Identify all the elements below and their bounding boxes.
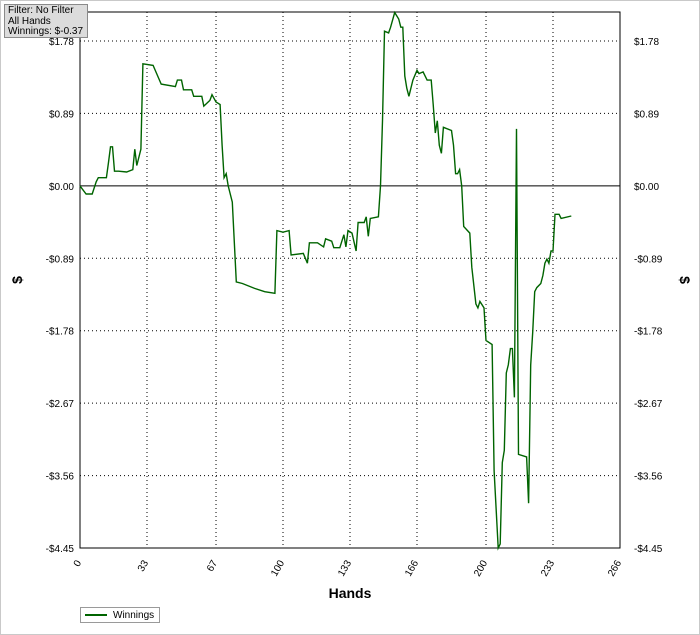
filter-label: Filter: No Filter [8, 5, 74, 16]
y-tick-label-left: -$4.45 [46, 544, 75, 555]
x-tick-label: 233 [539, 558, 557, 578]
y-tick-label-right: $0.89 [634, 109, 659, 120]
y-tick-label-left: $0.00 [49, 182, 74, 193]
x-axis-title: Hands [329, 585, 372, 601]
y-axis-title-right: $ [677, 276, 693, 284]
filter-info-box: Filter: No Filter All Hands Winnings: $-… [4, 4, 88, 38]
legend-swatch [85, 614, 107, 616]
y-tick-label-right: -$1.78 [634, 327, 663, 338]
y-tick-label-left: $0.89 [49, 109, 74, 120]
hands-scope-label: All Hands [8, 15, 51, 27]
grid-lines [80, 12, 620, 548]
y-tick-label-left: -$1.78 [46, 327, 75, 338]
y-axis-title-left: $ [9, 276, 25, 284]
winnings-total-label: Winnings: $-0.37 [8, 26, 84, 37]
y-tick-label-right: $0.00 [634, 182, 659, 193]
y-tick-label-right: -$2.67 [634, 399, 663, 410]
legend: Winnings [80, 607, 160, 623]
x-tick-label: 67 [205, 558, 220, 574]
y-tick-label-right: -$3.56 [634, 472, 663, 483]
x-tick-label: 0 [72, 558, 85, 569]
y-tick-label-left: -$0.89 [46, 254, 75, 265]
y-tick-label-right: -$4.45 [634, 544, 663, 555]
x-axis-ticks: 0 33 67 100 133 166 200 233 266 [72, 558, 625, 578]
y-axis-ticks: $1.78 $1.78 $0.89 $0.89 $0.00 $0.00 -$0.89 -$0.… [46, 37, 663, 555]
y-tick-label-right: -$0.89 [634, 254, 663, 265]
y-tick-label-left: $1.78 [49, 37, 74, 48]
x-tick-label: 266 [606, 558, 624, 578]
x-tick-label: 100 [269, 558, 287, 578]
y-tick-label-right: $1.78 [634, 37, 659, 48]
series-line-winnings [79, 10, 572, 551]
x-tick-label: 133 [336, 558, 354, 578]
x-tick-label: 33 [136, 558, 151, 574]
legend-label: Winnings [113, 609, 155, 621]
y-tick-label-left: -$2.67 [46, 399, 75, 410]
x-tick-label: 200 [472, 558, 490, 578]
x-tick-label: 166 [403, 558, 421, 578]
y-tick-label-left: -$3.56 [46, 472, 75, 483]
plot-area-border [79, 11, 621, 549]
